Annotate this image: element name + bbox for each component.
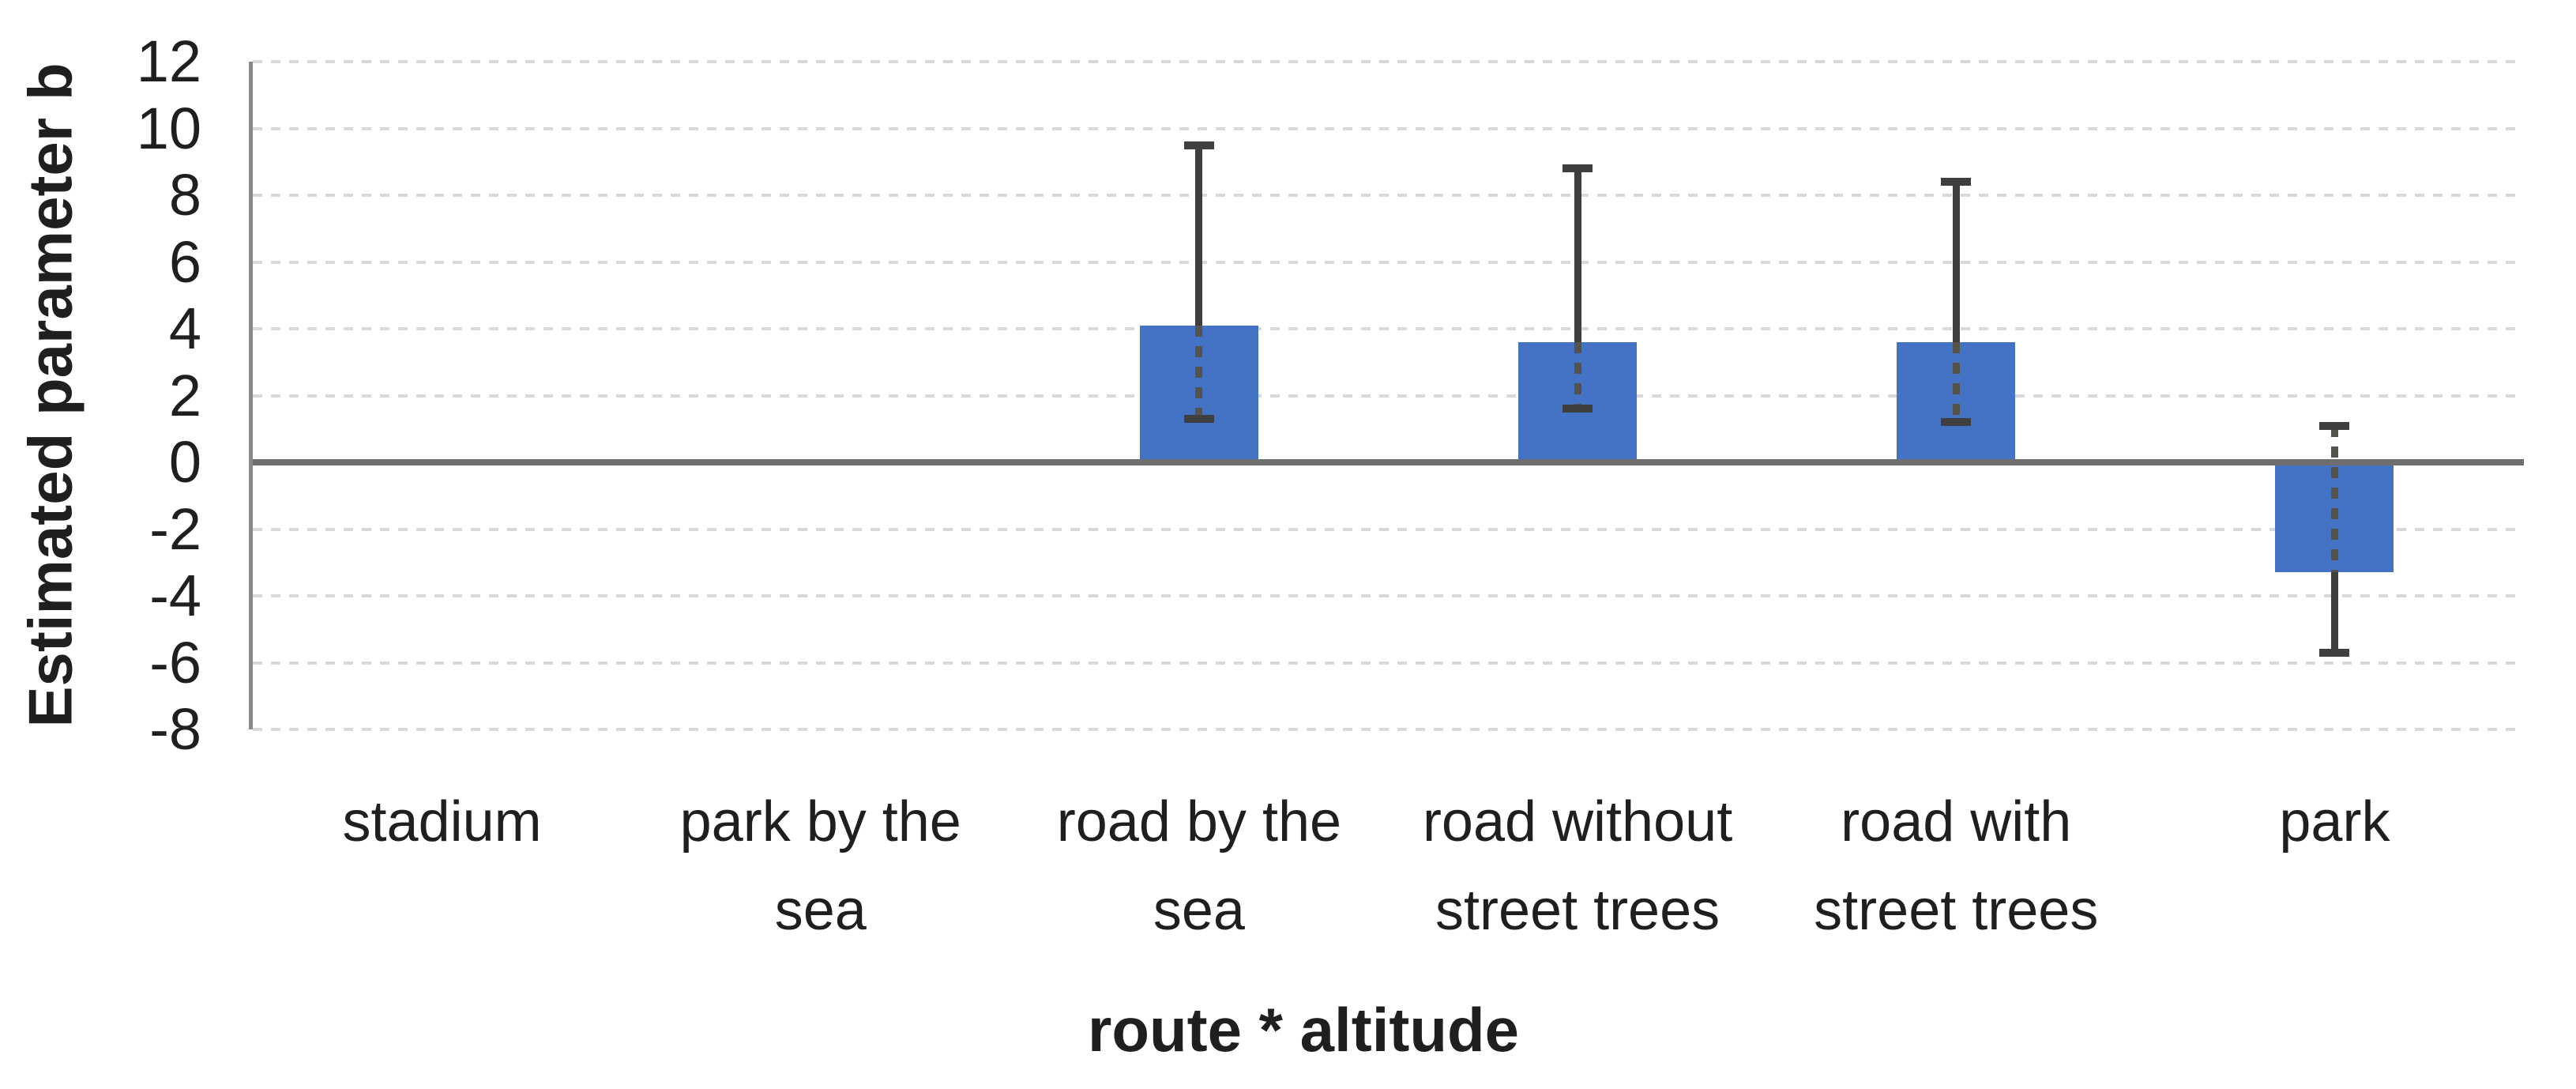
gridline bbox=[253, 594, 2524, 597]
y-tick-label: -4 bbox=[149, 563, 201, 628]
gridline bbox=[253, 260, 2524, 264]
plot-area bbox=[249, 60, 2524, 731]
error-bar-cap bbox=[1941, 178, 1972, 187]
error-bar-line-dashed bbox=[2330, 425, 2338, 573]
y-tick-label: -8 bbox=[149, 696, 201, 762]
y-tick-label: 10 bbox=[136, 95, 201, 161]
error-bar-cap bbox=[1563, 405, 1593, 413]
gridline bbox=[253, 728, 2524, 731]
gridline bbox=[253, 394, 2524, 398]
y-tick-label: 4 bbox=[168, 296, 201, 361]
y-tick-label: -2 bbox=[149, 496, 201, 562]
y-tick-label: 12 bbox=[136, 28, 201, 94]
error-bar-line bbox=[1952, 182, 1960, 342]
gridline bbox=[253, 661, 2524, 665]
gridline bbox=[253, 194, 2524, 197]
gridline bbox=[253, 126, 2524, 130]
error-bar-line bbox=[2330, 572, 2338, 653]
gridline bbox=[253, 327, 2524, 330]
zero-gridline bbox=[253, 459, 2524, 465]
category-label: road with street trees bbox=[1814, 790, 2099, 942]
error-bar-line bbox=[1195, 145, 1203, 326]
y-tick-label: 0 bbox=[168, 429, 201, 495]
category-label: park bbox=[2279, 790, 2390, 853]
error-bar-cap bbox=[1183, 415, 1214, 424]
error-bar-line-dashed bbox=[1574, 341, 1581, 409]
error-bar-line-dashed bbox=[1952, 341, 1960, 423]
y-tick-label: -6 bbox=[149, 629, 201, 695]
gridline bbox=[253, 60, 2524, 63]
category-label: stadium bbox=[342, 790, 542, 853]
error-bar-cap bbox=[2319, 648, 2350, 657]
error-bar-cap bbox=[2319, 421, 2350, 430]
y-tick-label: 8 bbox=[168, 162, 201, 228]
error-bar-cap bbox=[1183, 141, 1214, 149]
error-bar-line-dashed bbox=[1195, 325, 1203, 420]
y-tick-label: 2 bbox=[168, 362, 201, 428]
category-label: road without street trees bbox=[1422, 790, 1733, 942]
category-label: road by the sea bbox=[1056, 790, 1342, 942]
error-bar-cap bbox=[1941, 418, 1972, 427]
y-axis-line bbox=[249, 62, 253, 729]
gridline bbox=[253, 527, 2524, 531]
y-tick-label: 6 bbox=[168, 228, 201, 295]
error-bar-cap bbox=[1563, 164, 1593, 173]
error-bar-line bbox=[1574, 168, 1581, 342]
category-label: park by the sea bbox=[679, 790, 961, 942]
x-axis-title: route * altitude bbox=[1087, 995, 1520, 1065]
